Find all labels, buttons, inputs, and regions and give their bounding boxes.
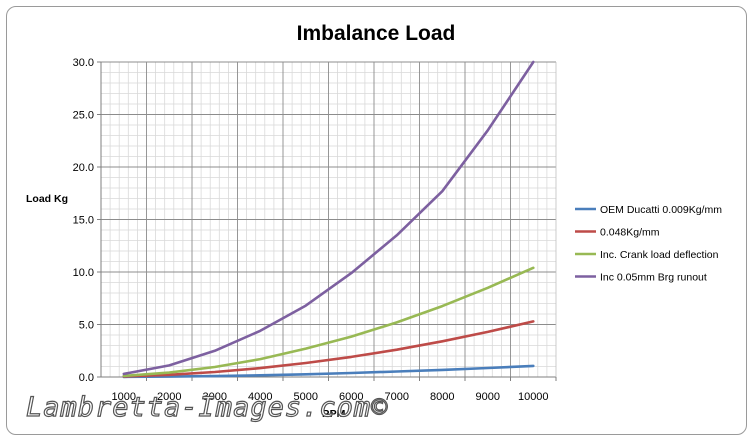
x-tick-label: 10000 (518, 391, 549, 403)
series-line-3 (122, 266, 535, 378)
y-tick-label: 15.0 (73, 215, 94, 227)
watermark: Lambretta-Images.com© (25, 391, 389, 423)
y-tick-label: 0.0 (79, 372, 94, 384)
y-tick-label: 25.0 (73, 110, 94, 122)
chart-title: Imbalance Load (297, 22, 456, 45)
x-tick-label: 9000 (476, 391, 500, 403)
y-tick-label: 20.0 (73, 162, 94, 174)
x-tick-label: 1000 (112, 391, 136, 403)
series-line-4 (122, 60, 535, 376)
x-tick-label: 5000 (294, 391, 318, 403)
y-axis-label: Load Kg (26, 193, 68, 205)
legend-label: Inc 0.05mm Brg runout (600, 272, 707, 284)
legend-label: Inc. Crank load deflection (600, 249, 719, 261)
series-line-1 (122, 364, 535, 379)
x-tick-label: 3000 (203, 391, 227, 403)
legend-label: OEM Ducatti 0.009Kg/mm (600, 204, 722, 216)
x-axis-label: RPM (322, 408, 346, 420)
x-tick-label: 6000 (339, 391, 363, 403)
x-tick-label: 4000 (248, 391, 272, 403)
x-tick-label: 8000 (430, 391, 454, 403)
x-tick-label: 7000 (385, 391, 409, 403)
y-tick-label: 5.0 (79, 320, 94, 332)
x-tick-label: 2000 (157, 391, 181, 403)
legend-label: 0.048Kg/mm (600, 227, 660, 239)
y-tick-label: 30.0 (73, 57, 94, 69)
y-tick-label: 10.0 (73, 267, 94, 279)
series-line-2 (122, 320, 535, 378)
